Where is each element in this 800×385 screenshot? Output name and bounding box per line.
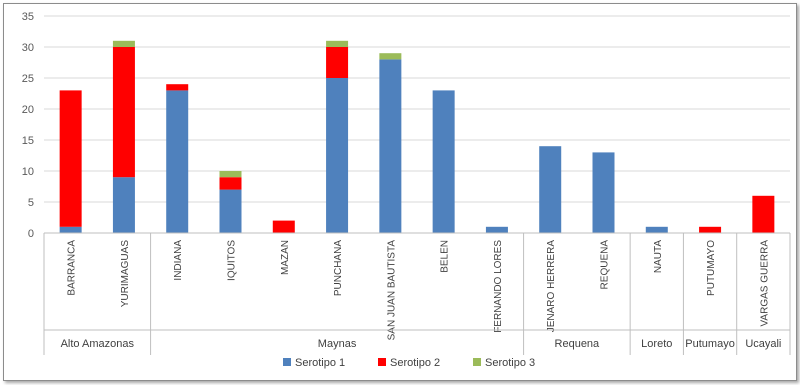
category-label: JENARO HERRERA [546, 240, 557, 333]
bar-fernando-lores-serotipo-1 [485, 226, 508, 233]
bar-iquitos-serotipo-1 [219, 189, 242, 233]
bar-indiana-serotipo-1 [166, 90, 189, 234]
bar-san-juan-bautista-serotipo-3 [379, 53, 402, 60]
category-label: SAN JUAN BAUTISTA [386, 240, 397, 341]
y-tick-label: 0 [28, 228, 34, 240]
category-label: NAUTA [653, 240, 664, 273]
category-label: FERNANDO LORES [493, 240, 504, 333]
category-label: VARGAS GUERRA [759, 240, 770, 327]
legend-swatch-serotipo-2 [378, 358, 386, 366]
bar-yurimaguas-serotipo-3 [112, 40, 135, 47]
bar-requena-serotipo-1 [592, 152, 615, 233]
legend-label: Serotipo 3 [485, 357, 535, 369]
bar-punchana-serotipo-2 [326, 47, 349, 78]
category-label: MAZAN [280, 240, 291, 275]
category-label: INDIANA [173, 240, 184, 281]
bar-putumayo-serotipo-2 [699, 226, 722, 233]
y-tick-label: 25 [22, 73, 34, 85]
group-label: Ucayali [745, 338, 781, 350]
bar-iquitos-serotipo-2 [219, 177, 242, 190]
y-tick-label: 30 [22, 42, 34, 54]
legend-swatch-serotipo-1 [283, 358, 291, 366]
bar-punchana-serotipo-3 [326, 40, 349, 47]
bar-punchana-serotipo-1 [326, 78, 349, 233]
category-label: PUTUMAYO [706, 240, 717, 296]
bar-barranca-serotipo-1 [59, 226, 82, 233]
y-tick-label: 5 [28, 197, 34, 209]
bar-yurimaguas-serotipo-1 [112, 177, 135, 233]
bar-belen-serotipo-1 [432, 90, 455, 234]
legend-label: Serotipo 1 [295, 357, 345, 369]
category-label: BELEN [440, 240, 451, 273]
legend-swatch-serotipo-3 [473, 358, 481, 366]
category-label: IQUITOS [227, 240, 238, 281]
y-tick-label: 35 [22, 11, 34, 23]
category-label: REQUENA [600, 240, 611, 290]
group-label: Loreto [641, 338, 672, 350]
group-label: Putumayo [685, 338, 735, 350]
y-tick-label: 20 [22, 104, 34, 116]
y-tick-label: 10 [22, 166, 34, 178]
y-tick-label: 15 [22, 135, 34, 147]
bar-san-juan-bautista-serotipo-1 [379, 59, 402, 234]
category-label: YURIMAGUAS [120, 240, 131, 308]
bar-yurimaguas-serotipo-2 [112, 47, 135, 178]
bar-mazan-serotipo-2 [272, 220, 295, 233]
group-label: Alto Amazonas [61, 338, 135, 350]
group-label: Maynas [318, 338, 357, 350]
bar-iquitos-serotipo-3 [219, 171, 242, 178]
category-label: PUNCHANA [333, 240, 344, 296]
bar-jenaro-herrera-serotipo-1 [539, 146, 562, 233]
bar-indiana-serotipo-2 [166, 84, 189, 91]
category-label: BARRANCA [67, 240, 78, 296]
group-label: Requena [555, 338, 601, 350]
bar-nauta-serotipo-1 [645, 226, 668, 233]
bar-vargas-guerra-serotipo-2 [752, 195, 775, 233]
bar-barranca-serotipo-2 [59, 90, 82, 227]
legend-label: Serotipo 2 [390, 357, 440, 369]
